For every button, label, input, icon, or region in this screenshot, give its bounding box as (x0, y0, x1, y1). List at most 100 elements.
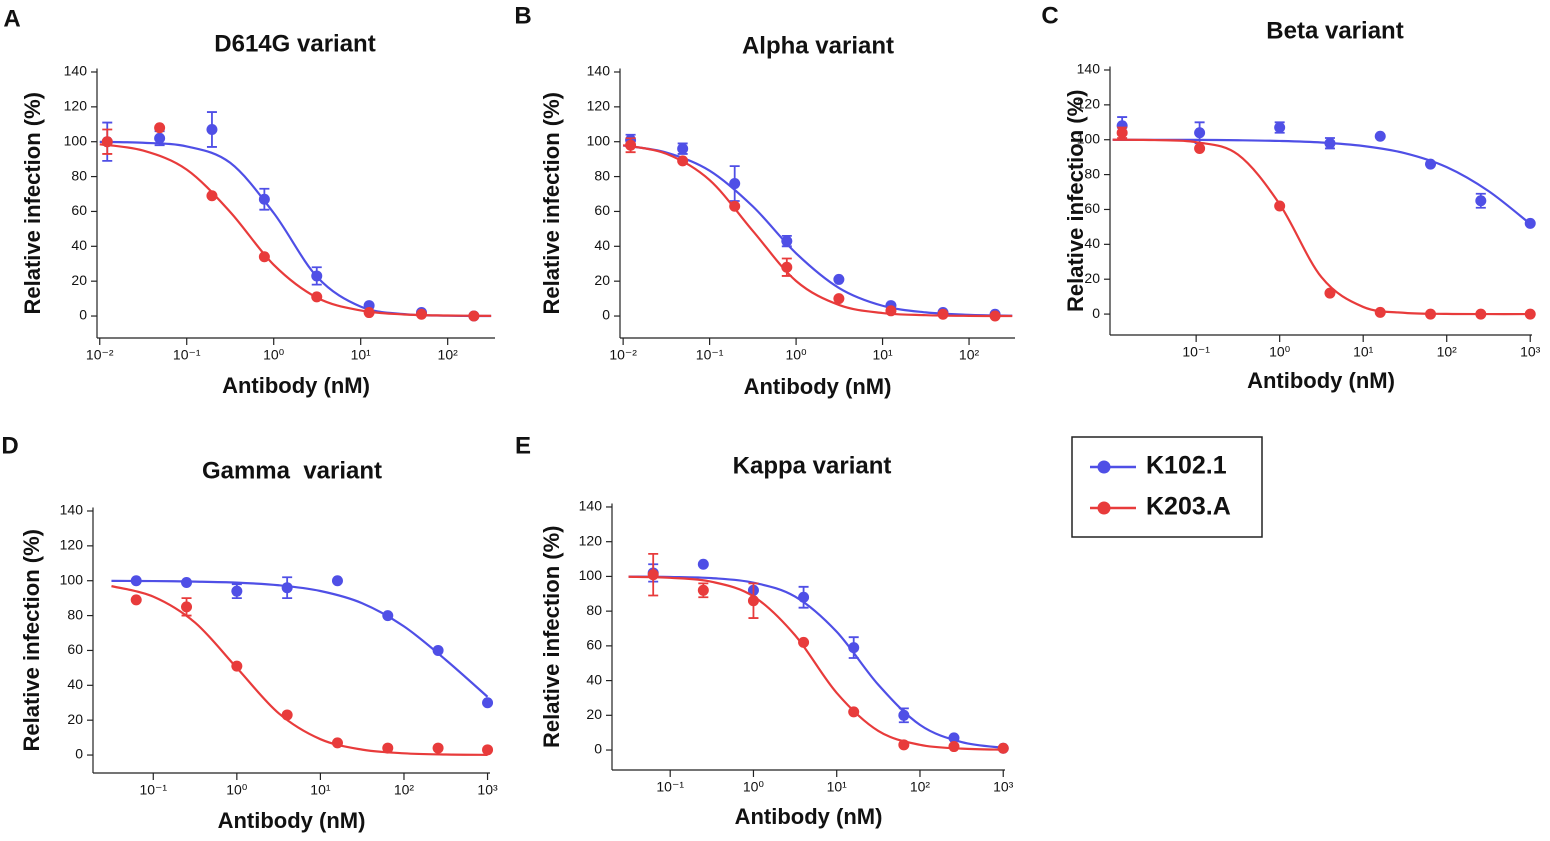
legend-box (1071, 436, 1263, 538)
y-tick-label: 100 (64, 132, 88, 148)
data-point (363, 307, 375, 319)
data-point (885, 305, 897, 317)
x-tick-label: 10² (910, 779, 931, 795)
y-tick-label: 60 (71, 202, 87, 218)
y-tick-label: 100 (1077, 130, 1101, 146)
y-tick-label: 100 (579, 567, 603, 583)
data-point (206, 190, 218, 202)
x-tick-label: 10² (959, 347, 980, 363)
y-tick-label: 80 (67, 606, 83, 622)
y-tick-label: 140 (1077, 61, 1101, 77)
legend-marker (1097, 460, 1111, 474)
y-tick-label: 140 (60, 502, 84, 518)
x-axis-label: Antibody (nM) (1247, 368, 1395, 393)
data-point (281, 582, 293, 594)
chart-title: Alpha variant (742, 32, 894, 59)
y-tick-label: 60 (586, 637, 602, 653)
data-point (781, 261, 793, 273)
data-point (154, 132, 166, 144)
data-point (1194, 142, 1206, 154)
x-tick-label: 10² (438, 347, 459, 363)
x-axis-label: Antibody (nM) (735, 804, 883, 829)
panel-letter: D (1, 432, 18, 459)
y-axis-label: Relative infection (%) (19, 529, 44, 751)
fit-curve (1112, 138, 1531, 316)
data-point (382, 742, 394, 754)
chart-panel: B Alpha variant Relative infection (%) Anti… (514, 2, 1015, 399)
data-point (1116, 127, 1128, 139)
y-tick-label: 120 (60, 537, 84, 553)
panel-letter: A (3, 5, 20, 32)
data-point (948, 741, 960, 753)
x-tick-label: 10¹ (351, 347, 372, 363)
x-tick-label: 10⁻¹ (173, 347, 201, 363)
series: K102.1 (111, 575, 494, 709)
x-tick-label: 10⁻¹ (1182, 344, 1210, 360)
y-tick-label: 120 (587, 98, 611, 114)
legend-label: K203.A (1146, 493, 1231, 521)
y-tick-label: 0 (594, 741, 602, 757)
y-tick-label: 80 (594, 167, 610, 183)
y-tick-label: 100 (60, 571, 84, 587)
data-point (677, 143, 689, 155)
y-tick-label: 60 (1084, 200, 1100, 216)
data-point (468, 310, 480, 322)
x-tick-label: 10³ (1520, 344, 1541, 360)
data-point (432, 742, 444, 754)
data-point (948, 732, 960, 744)
y-tick-label: 20 (67, 711, 83, 727)
data-point (1425, 158, 1437, 170)
legend-marker (1097, 501, 1111, 515)
data-point (848, 642, 860, 654)
y-tick-label: 20 (71, 272, 87, 288)
series: K102.1 (99, 111, 492, 322)
y-tick-label: 0 (79, 307, 87, 323)
data-point (181, 576, 193, 588)
x-tick-label: 10⁰ (1269, 344, 1291, 360)
data-point (898, 739, 910, 751)
legend-label: K102.1 (1146, 452, 1227, 480)
data-point (432, 644, 444, 656)
y-tick-label: 20 (1084, 270, 1100, 286)
y-tick-label: 20 (586, 706, 602, 722)
chart-panel: C Beta variant Relative infection (%) Antib… (1041, 2, 1540, 392)
data-point (130, 575, 142, 587)
y-tick-label: 120 (1077, 96, 1101, 112)
data-point (1324, 137, 1336, 149)
data-point (848, 706, 860, 718)
data-point (281, 709, 293, 721)
y-tick-label: 140 (587, 63, 611, 79)
y-tick-label: 0 (75, 746, 83, 762)
data-point (697, 558, 709, 570)
data-point (798, 636, 810, 648)
data-point (231, 585, 243, 597)
data-point (1425, 308, 1437, 320)
panel-letter: E (515, 432, 531, 459)
data-point (1374, 130, 1386, 142)
data-point (1194, 127, 1206, 139)
series: K203.A (622, 137, 1013, 322)
data-point (482, 744, 494, 756)
fit-curve (628, 575, 1004, 751)
y-tick-label: 60 (594, 202, 610, 218)
fit-curve (111, 585, 488, 756)
data-point (331, 737, 343, 749)
series: K203.A (628, 552, 1009, 754)
y-tick-label: 120 (579, 532, 603, 548)
x-tick-label: 10⁻² (86, 347, 114, 363)
y-tick-label: 120 (64, 98, 88, 114)
data-point (997, 742, 1009, 754)
data-point (1524, 217, 1536, 229)
data-point (154, 122, 166, 134)
x-tick-label: 10¹ (827, 779, 848, 795)
x-tick-label: 10⁰ (785, 347, 807, 363)
data-point (1475, 308, 1487, 320)
data-point (130, 594, 142, 606)
x-tick-label: 10² (1437, 344, 1458, 360)
x-tick-label: 10⁻² (609, 347, 637, 363)
data-point (258, 251, 270, 263)
y-axis-label: Relative infection (%) (539, 92, 564, 314)
y-tick-label: 0 (1092, 305, 1100, 321)
series: K203.A (1112, 126, 1536, 320)
